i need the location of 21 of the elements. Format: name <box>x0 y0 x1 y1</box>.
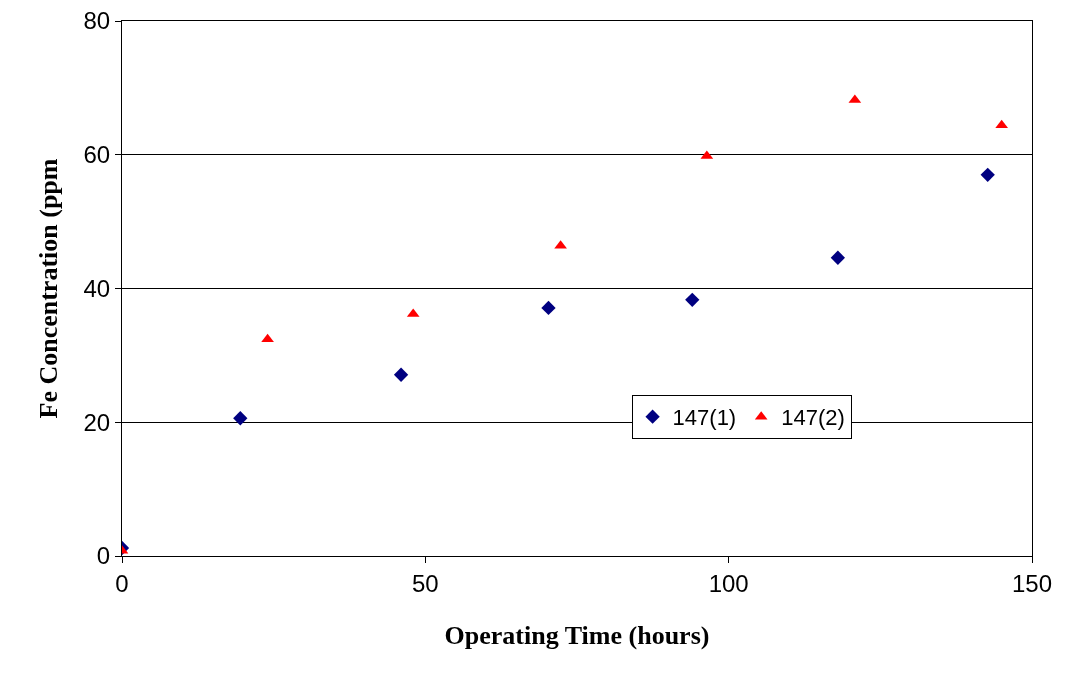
point <box>393 367 409 382</box>
point <box>980 167 995 182</box>
x-axis-title: Operating Time (hours) <box>444 621 710 651</box>
point <box>995 119 1009 129</box>
legend-label: 147(1) <box>672 405 737 431</box>
legend-label: 147(2) <box>781 405 845 431</box>
y-axis-title: Fe Concentration (ppm <box>33 158 63 419</box>
y-tick-label: 40 <box>83 274 111 302</box>
y-tick-label: 20 <box>83 408 111 436</box>
x-tick-label: 50 <box>411 569 439 597</box>
point <box>541 300 556 316</box>
point <box>233 411 248 426</box>
point <box>685 292 700 308</box>
x-tick-label: 100 <box>708 569 749 597</box>
x-tick-label: 150 <box>1011 569 1053 597</box>
y-tick-label: 80 <box>83 7 111 35</box>
y-tick-label: 60 <box>83 141 111 169</box>
x-tick-label: 0 <box>115 569 129 597</box>
point <box>830 250 846 265</box>
point <box>261 333 274 343</box>
y-tick-label: 0 <box>96 542 111 570</box>
